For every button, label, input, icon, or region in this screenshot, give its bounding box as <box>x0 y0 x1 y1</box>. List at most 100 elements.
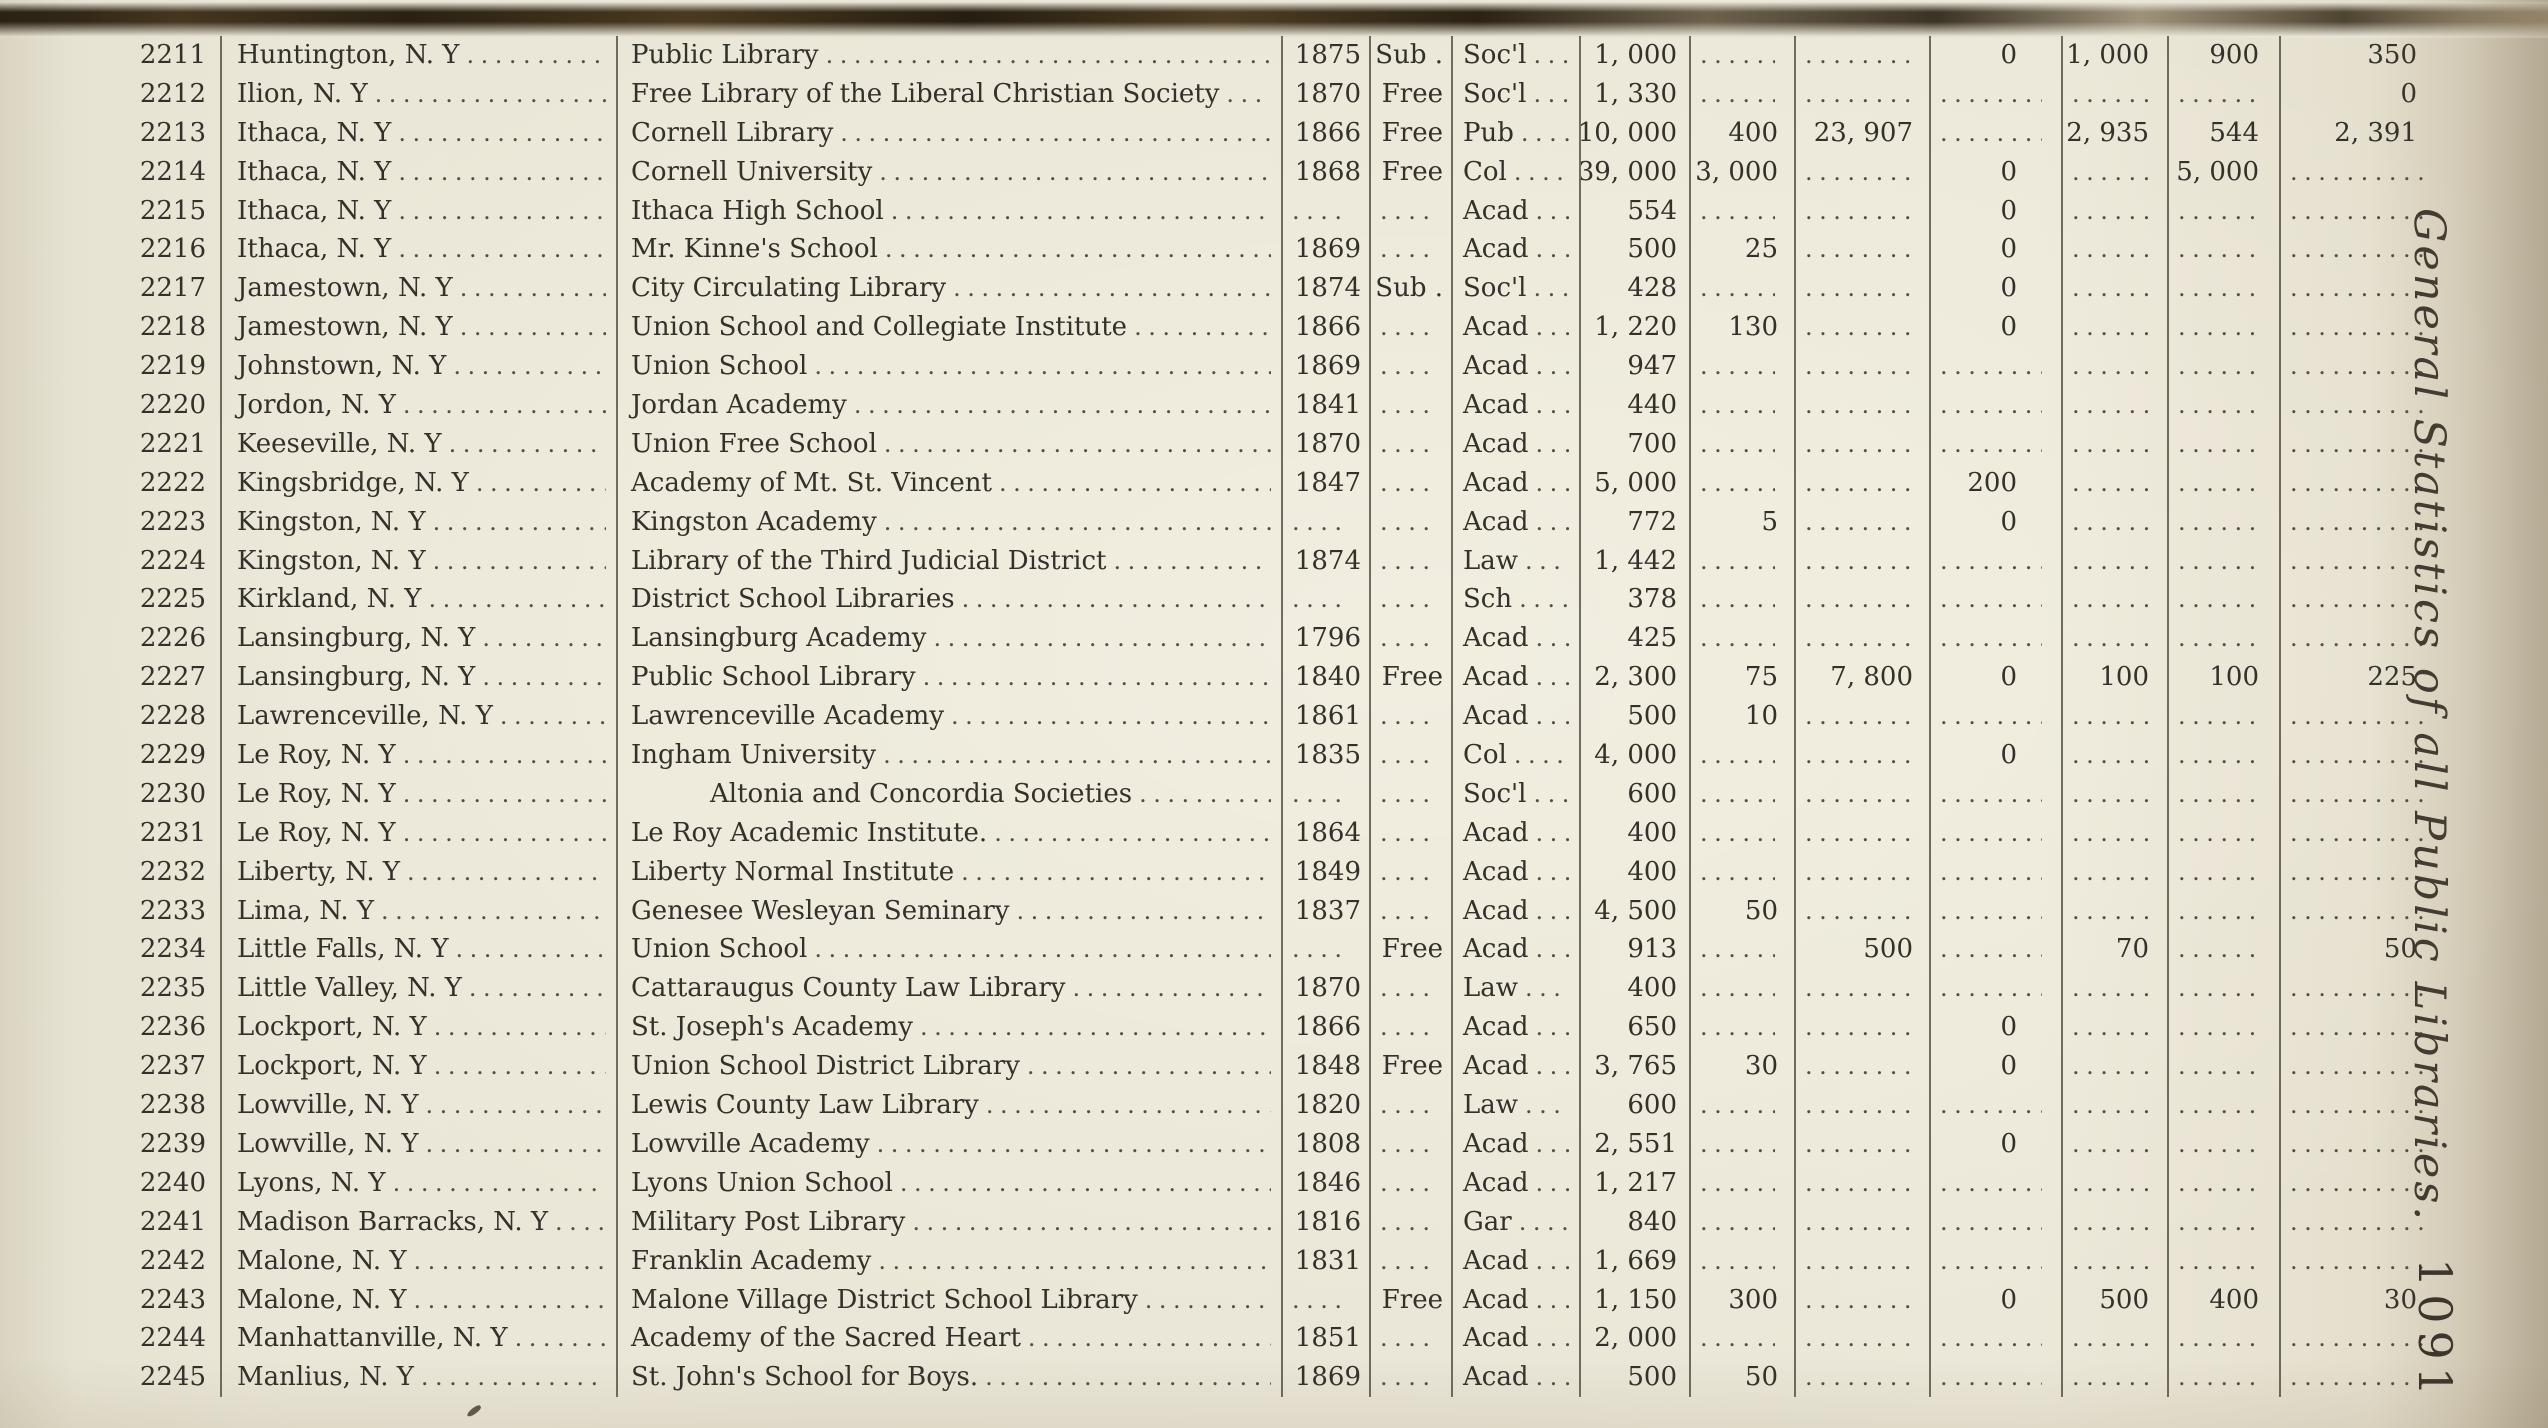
dot-leader: ........................................… <box>1535 1324 1569 1353</box>
cell-c10: 0 <box>1931 1008 2063 1048</box>
cell-c7: 2, 551 <box>1581 1124 1691 1164</box>
cell-c12: ........................................… <box>2169 502 2281 542</box>
cell-year: 1840 <box>1283 658 1371 698</box>
dot-leader: ........................................… <box>432 546 606 575</box>
location-value: Jordon, N. Y <box>237 390 396 421</box>
library-value: St. Joseph's Academy <box>631 1012 913 1043</box>
cell-year: 1851 <box>1283 1319 1371 1359</box>
cell-location: Johnstown, N. Y.........................… <box>222 347 618 387</box>
terms-value: Sub . <box>1375 40 1443 70</box>
cell-year: 1831 <box>1283 1241 1371 1281</box>
cell-location: Lockport, N. Y..........................… <box>222 1047 618 1087</box>
cell-c11: ........................................… <box>2063 891 2169 931</box>
c7-value: 440 <box>1627 390 1677 421</box>
dot-leader: ........................................… <box>2290 468 2426 497</box>
dot-leader: ........................................… <box>1805 429 1910 458</box>
cell-no: 2228 <box>85 697 222 737</box>
dot-leader: ........................................… <box>1805 1285 1910 1314</box>
dot-leader: ........................................… <box>1144 1285 1271 1314</box>
cell-c8: ........................................… <box>1691 580 1796 620</box>
c7-value: 425 <box>1627 623 1677 654</box>
cell-c9: ........................................… <box>1796 269 1931 309</box>
cell-terms: ........................................… <box>1371 191 1453 231</box>
location-value: Ithaca, N. Y <box>237 234 392 265</box>
dot-leader: ........................................… <box>1700 1324 1775 1353</box>
library-value: Union School <box>631 351 808 382</box>
cell-terms: ........................................… <box>1371 1358 1453 1398</box>
cell-c12: ........................................… <box>2169 1086 2281 1125</box>
location-value: Liberty, N. Y <box>237 856 401 887</box>
dot-leader: ........................................… <box>961 585 1271 614</box>
cell-c7: 500 <box>1581 1358 1691 1398</box>
dot-leader: ........................................… <box>2290 779 2426 808</box>
cell-c8: ........................................… <box>1691 813 1796 853</box>
cell-c8: ........................................… <box>1691 736 1796 775</box>
dot-leader: ........................................… <box>825 41 1271 69</box>
cell-no: 2235 <box>85 969 222 1009</box>
dot-leader: ........................................… <box>448 429 606 458</box>
cell-terms: ........................................… <box>1371 1241 1453 1281</box>
cell-c12: ........................................… <box>2169 1202 2281 1242</box>
dot-leader: ........................................… <box>2178 352 2260 381</box>
year-value: 1866 <box>1294 1012 1361 1043</box>
cell-location: Keeseville, N. Y........................… <box>222 424 618 464</box>
dot-leader: ........................................… <box>1940 546 2042 575</box>
dot-leader: ........................................… <box>2178 1129 2260 1158</box>
dot-leader: ........................................… <box>1940 391 2042 420</box>
cell-terms: ........................................… <box>1371 1008 1453 1048</box>
dot-leader: ........................................… <box>1380 313 1432 342</box>
cell-no: 2214 <box>85 152 222 192</box>
dot-leader: ........................................… <box>2072 468 2148 497</box>
cell-year: ........................................… <box>1283 191 1371 231</box>
year-value: 1849 <box>1294 856 1361 887</box>
cell-c9: ........................................… <box>1796 1280 1931 1320</box>
dot-leader: ........................................… <box>374 79 606 108</box>
dot-leader: ........................................… <box>2072 429 2148 458</box>
dot-leader: ........................................… <box>1292 507 1350 536</box>
cell-location: Little Valley, N. Y.....................… <box>222 969 618 1009</box>
dot-leader: ........................................… <box>1292 585 1350 614</box>
dot-leader: ........................................… <box>420 1363 606 1392</box>
cell-c9: ........................................… <box>1796 969 1931 1009</box>
cell-c9: ........................................… <box>1796 813 1931 853</box>
c7-value: 650 <box>1627 1012 1677 1043</box>
dot-leader: ........................................… <box>1940 857 2042 886</box>
dot-leader: ........................................… <box>1700 624 1775 653</box>
cell-c11: 70 <box>2063 930 2169 970</box>
cell-c12: ........................................… <box>2169 1241 2281 1281</box>
dot-leader: ........................................… <box>1380 974 1432 1003</box>
cell-terms: ........................................… <box>1371 774 1453 814</box>
cell-c9: ........................................… <box>1796 74 1931 114</box>
dot-leader: ........................................… <box>1700 196 1775 225</box>
dot-leader: ........................................… <box>398 196 606 225</box>
table-row: 2226 Lansingburg, N. Y...................… <box>85 619 2445 659</box>
cell-c7: 500 <box>1581 230 1691 270</box>
dot-leader: ........................................… <box>2290 624 2426 653</box>
dot-leader: ........................................… <box>883 741 1271 770</box>
cell-terms: Sub . <box>1371 269 1453 309</box>
dot-leader: ........................................… <box>2072 702 2148 731</box>
c12-value: 900 <box>2209 40 2259 70</box>
cell-location: Liberty, N. Y...........................… <box>222 852 618 892</box>
dot-leader: ........................................… <box>2072 1207 2148 1236</box>
cell-library: Library of the Third Judicial District..… <box>618 541 1283 581</box>
cell-c11: ........................................… <box>2063 424 2169 464</box>
cell-year: 1848 <box>1283 1047 1371 1087</box>
dot-leader: ........................................… <box>1805 857 1910 886</box>
dot-leader: ........................................… <box>998 468 1271 497</box>
dot-leader: ........................................… <box>1535 468 1569 497</box>
cell-c10: ........................................… <box>1931 1202 2063 1242</box>
location-value: Kingston, N. Y <box>237 506 426 537</box>
cell-c10: ........................................… <box>1931 813 2063 853</box>
class-value: Acad <box>1463 1362 1529 1393</box>
cell-year: 1796 <box>1283 619 1371 659</box>
cell-c9: ........................................… <box>1796 1086 1931 1125</box>
table-row: 2236 Lockport, N. Y......................… <box>85 1008 2445 1048</box>
dot-leader: ........................................… <box>1113 546 1271 575</box>
cell-year: 1808 <box>1283 1124 1371 1164</box>
cell-location: Jamestown, N. Y.........................… <box>222 269 618 309</box>
c7-value: 913 <box>1627 934 1677 965</box>
dot-leader: ........................................… <box>1519 585 1569 614</box>
cell-library: Union School............................… <box>618 347 1283 387</box>
c7-value: 4, 500 <box>1594 895 1677 926</box>
